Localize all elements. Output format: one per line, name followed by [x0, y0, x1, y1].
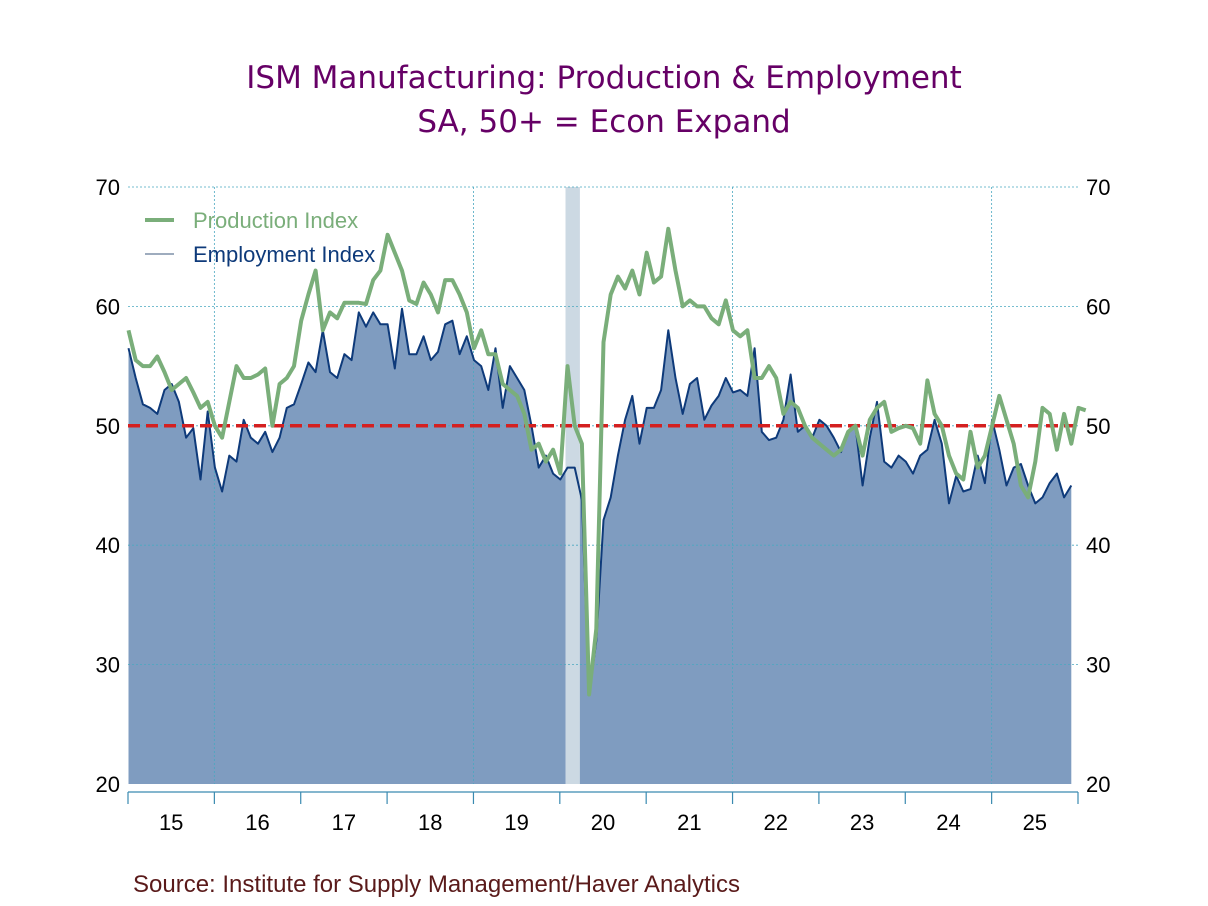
x-tick-label: 15 [159, 810, 183, 835]
y-tick-label-left: 20 [96, 772, 120, 797]
y-tick-label-right: 30 [1086, 653, 1110, 678]
employment-area [128, 308, 1072, 784]
chart-subtitle: SA, 50+ = Econ Expand [417, 104, 791, 140]
x-tick-label: 19 [504, 810, 528, 835]
y-tick-label-left: 30 [96, 653, 120, 678]
y-tick-label-left: 40 [96, 533, 120, 558]
production-line [126, 226, 1087, 697]
x-tick-label: 25 [1023, 810, 1047, 835]
y-tick-label-right: 50 [1086, 414, 1110, 439]
x-tick-label: 17 [332, 810, 356, 835]
x-tick-label: 18 [418, 810, 442, 835]
x-tick-label: 22 [763, 810, 787, 835]
x-tick-label: 20 [591, 810, 615, 835]
y-tick-label-left: 50 [96, 414, 120, 439]
y-tick-label-right: 20 [1086, 772, 1110, 797]
x-tick-label: 23 [850, 810, 874, 835]
x-tick-label: 21 [677, 810, 701, 835]
legend-label-employment: Employment Index [193, 242, 375, 267]
y-tick-label-left: 60 [96, 294, 120, 319]
legend-label-production: Production Index [193, 208, 358, 233]
y-tick-label-right: 40 [1086, 533, 1110, 558]
recession-shading [565, 187, 580, 784]
x-tick-label: 16 [245, 810, 269, 835]
employment-line [127, 307, 1073, 696]
y-tick-label-left: 70 [96, 175, 120, 200]
y-tick-label-right: 70 [1086, 175, 1110, 200]
x-tick-label: 24 [936, 810, 960, 835]
y-tick-label-right: 60 [1086, 294, 1110, 319]
source-note: Source: Institute for Supply Management/… [133, 871, 740, 898]
chart-title: ISM Manufacturing: Production & Employme… [246, 60, 962, 96]
